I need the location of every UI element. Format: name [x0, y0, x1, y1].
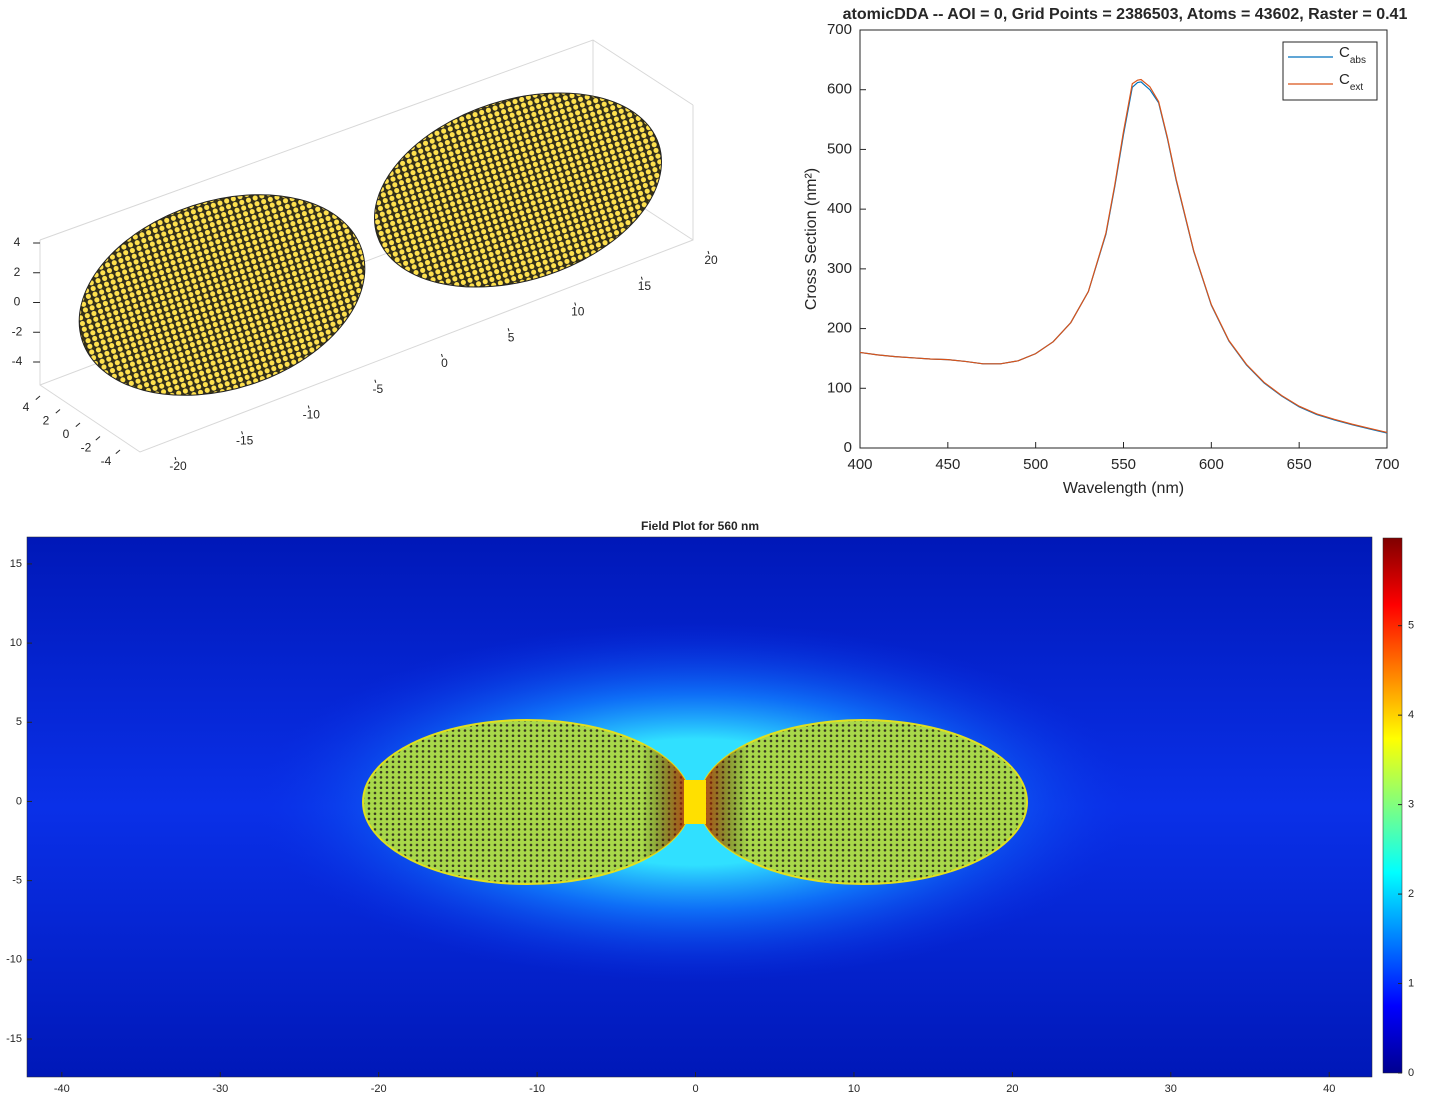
x-tick-label: -5 [373, 382, 384, 396]
series-line [859, 78, 1388, 434]
x-tick-label: 0 [692, 1083, 698, 1095]
x-tick [707, 250, 710, 255]
x-tick-label: 700 [1374, 456, 1399, 473]
x-tick [241, 431, 244, 435]
x-tick [640, 276, 643, 280]
colorbar [1382, 537, 1403, 1074]
x-tick [441, 353, 443, 358]
particle-atoms [374, 92, 662, 288]
y-tick-label: 0 [16, 795, 22, 807]
y-tick [55, 409, 61, 414]
z-tick-label: -4 [12, 354, 23, 368]
x-tick-label: 5 [508, 330, 515, 344]
y-tick-label: -15 [6, 1033, 22, 1045]
z-tick-label: 0 [14, 295, 21, 309]
legend-box [1282, 41, 1378, 101]
y-tick-label: 0 [63, 427, 70, 441]
x-tick-label: 30 [1165, 1083, 1177, 1095]
chart-title: Field Plot for 560 nm [641, 519, 759, 533]
x-tick [574, 302, 577, 306]
colorbar-tick-label: 3 [1408, 799, 1414, 811]
x-tick-label: 10 [848, 1083, 860, 1095]
colorbar-tick-label: 4 [1408, 709, 1414, 721]
legend-label: Cabs [1339, 44, 1366, 66]
x-tick [507, 328, 510, 332]
colorbar-tick-label: 2 [1408, 888, 1414, 900]
y-tick-label: -10 [6, 954, 22, 966]
y-tick [115, 449, 121, 454]
field-image [27, 537, 1372, 1077]
y-tick-label: -5 [12, 875, 22, 887]
x-tick-label: -15 [236, 433, 254, 447]
x-tick-label: -10 [529, 1083, 545, 1095]
x-tick-label: -30 [212, 1083, 228, 1095]
x-tick-label: 0 [441, 356, 448, 370]
z-tick-label: 4 [14, 235, 21, 249]
colorbar-tick-label: 0 [1408, 1067, 1414, 1079]
y-tick-label: 200 [827, 320, 852, 337]
y-tick [75, 422, 81, 427]
y-tick-label: 300 [827, 260, 852, 277]
z-tick-label: -2 [12, 324, 23, 338]
x-tick-label: 600 [1199, 456, 1224, 473]
colorbar-tick-label: 5 [1408, 620, 1414, 632]
y-tick-label: 10 [10, 637, 22, 649]
x-tick-label: 40 [1323, 1083, 1335, 1095]
legend-label: Cext [1339, 71, 1363, 93]
y-tick-label: 0 [844, 439, 852, 456]
x-tick-label: 450 [935, 456, 960, 473]
x-tick-label: -20 [169, 459, 187, 473]
x-tick-label: 20 [1006, 1083, 1018, 1095]
line-chart: atomicDDA -- AOI = 0, Grid Points = 2386… [803, 6, 1407, 497]
y-tick-label: 100 [827, 379, 852, 396]
chart-title: atomicDDA -- AOI = 0, Grid Points = 2386… [843, 6, 1408, 23]
x-axis-label: Wavelength (nm) [1063, 480, 1184, 497]
y-tick-label: 500 [827, 140, 852, 157]
y-tick-label: 700 [827, 21, 852, 38]
colorbar-tick-label: 1 [1408, 977, 1414, 989]
x-tick-label: 400 [847, 456, 872, 473]
x-tick-label: 500 [1023, 456, 1048, 473]
y-tick-label: -4 [101, 454, 112, 468]
legend: Cabs Cext [1282, 41, 1378, 101]
x-tick-label: 10 [571, 305, 585, 319]
plot-frame [26, 536, 1373, 1078]
y-tick-label: 5 [16, 716, 22, 728]
y-tick [95, 436, 101, 441]
y-tick-label: -2 [81, 441, 92, 455]
x-tick [307, 405, 310, 409]
z-tick-label: 2 [14, 265, 21, 279]
y-tick-label: 400 [827, 200, 852, 217]
x-tick-label: -20 [371, 1083, 387, 1095]
y-tick-label: 2 [43, 414, 50, 428]
x-tick-label: -10 [303, 408, 321, 422]
y-tick-label: 600 [827, 81, 852, 98]
x-tick-label: 15 [638, 279, 652, 293]
x-tick [374, 379, 377, 383]
y-tick-label: 4 [23, 400, 30, 414]
x-tick-label: 650 [1287, 456, 1312, 473]
y-axis-label: Cross Section (nm²) [803, 168, 820, 310]
x-tick-label: 550 [1111, 456, 1136, 473]
x-tick-label: 20 [704, 253, 718, 267]
y-tick [35, 395, 41, 400]
particle-atoms [78, 194, 366, 396]
x-tick [174, 456, 177, 461]
y-tick-label: 15 [10, 558, 22, 570]
x-tick-label: -40 [54, 1083, 70, 1095]
